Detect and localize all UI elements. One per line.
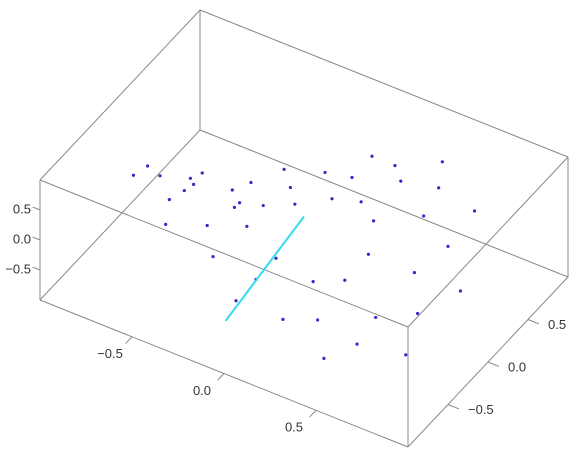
data-point [281, 317, 285, 321]
data-point [167, 197, 171, 202]
data-point [472, 209, 477, 213]
data-point [323, 170, 327, 175]
data-point [158, 174, 162, 178]
data-point [322, 356, 326, 361]
x-tick [125, 336, 133, 344]
data-point [205, 223, 209, 228]
data-point [316, 318, 320, 322]
box-edge [199, 9, 569, 158]
box-edge [199, 129, 569, 278]
y-tick [527, 319, 540, 325]
data-point [234, 299, 238, 303]
data-point [374, 315, 378, 320]
x-tick [217, 373, 225, 381]
data-point [355, 342, 359, 346]
data-point [200, 171, 204, 175]
y-tick [447, 404, 460, 410]
x-tick-label: 0.0 [193, 383, 211, 398]
data-point [422, 214, 426, 218]
data-point [192, 182, 196, 186]
box-edge [407, 156, 569, 328]
data-line [224, 215, 305, 322]
data-point [282, 167, 286, 171]
data-point [188, 176, 192, 180]
data-point [230, 188, 234, 192]
x-tick [309, 409, 317, 418]
z-tick [32, 206, 41, 211]
box-edge [39, 179, 409, 328]
x-tick-label: 0.5 [285, 420, 303, 435]
z-tick-label: −0.5 [5, 261, 31, 276]
data-point [350, 175, 354, 180]
data-point [446, 244, 450, 248]
data-point [330, 197, 334, 201]
data-point [416, 311, 420, 316]
box-edge [39, 129, 201, 301]
y-tick-label: 0.5 [548, 317, 566, 332]
data-point [440, 160, 444, 164]
z-tick-label: 0.5 [13, 201, 31, 216]
data-point [274, 256, 278, 260]
data-point [370, 154, 374, 158]
x-tick-label: −0.5 [97, 346, 123, 361]
data-point [412, 271, 416, 275]
data-point [164, 222, 168, 226]
data-point [211, 255, 215, 259]
data-point [437, 186, 441, 190]
y-tick-label: −0.5 [468, 402, 494, 417]
data-point [311, 280, 315, 284]
data-point [393, 163, 397, 168]
y-tick [487, 361, 500, 367]
z-tick-label: 0.0 [13, 231, 31, 246]
data-point [238, 201, 242, 205]
z-tick [32, 236, 41, 241]
z-tick [32, 266, 41, 271]
data-point [366, 252, 370, 256]
data-point [131, 173, 136, 177]
data-point [146, 164, 150, 168]
data-point [372, 219, 376, 223]
data-point [359, 200, 363, 204]
box-edge [39, 9, 201, 181]
data-point [293, 202, 297, 206]
data-point [245, 224, 249, 228]
y-tick-label: 0.0 [508, 359, 526, 374]
data-point [458, 289, 462, 293]
data-point [182, 188, 186, 193]
data-point [261, 203, 265, 208]
data-point [249, 180, 253, 185]
data-point [343, 278, 347, 282]
data-point [399, 179, 403, 183]
data-point [404, 353, 408, 357]
data-point [288, 185, 292, 190]
data-point [232, 205, 236, 209]
